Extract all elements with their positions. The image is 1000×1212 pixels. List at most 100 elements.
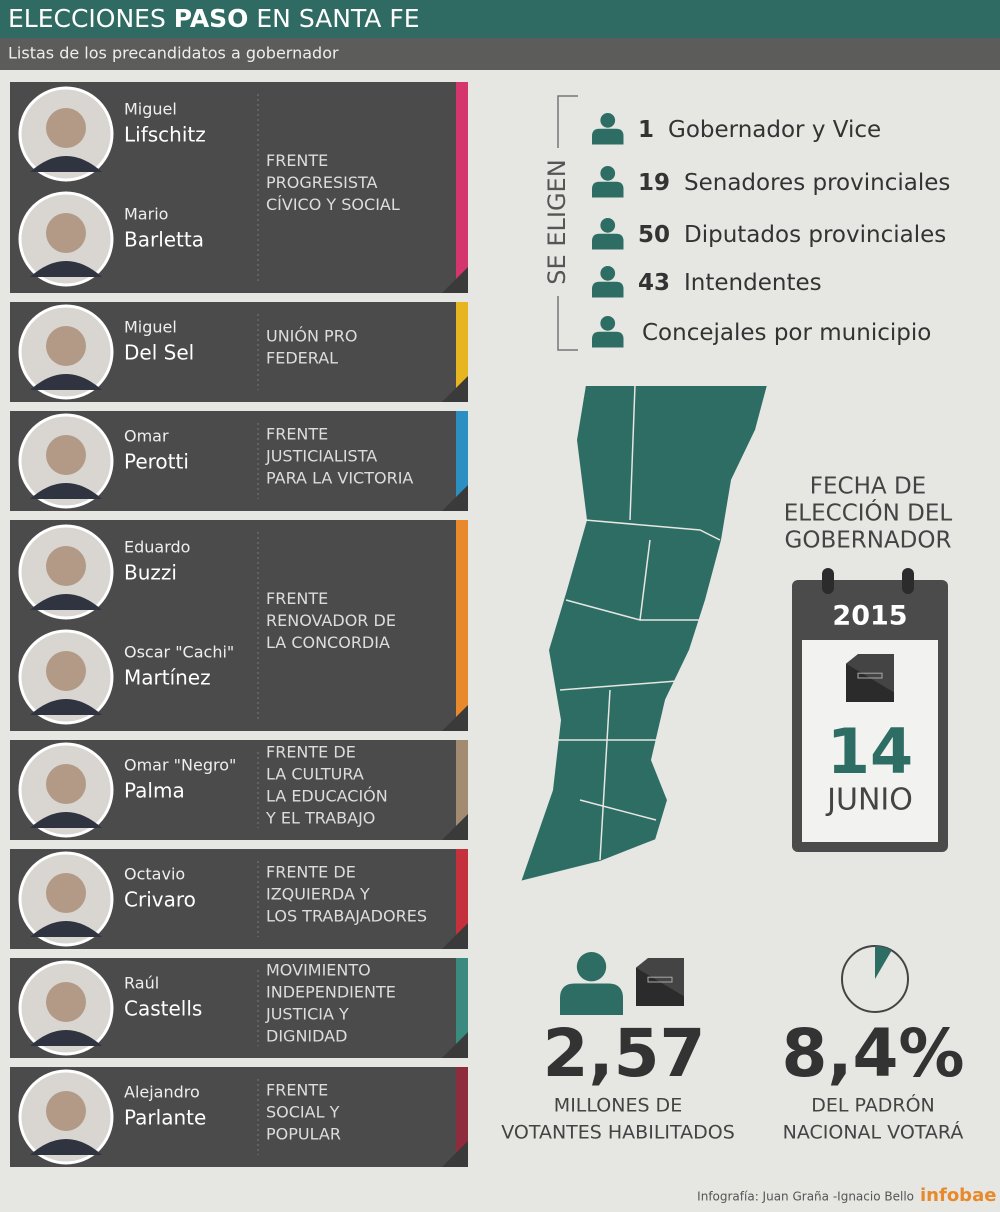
card-strip — [456, 1067, 468, 1167]
person-icon — [600, 113, 616, 128]
card-fold — [442, 267, 468, 293]
front-name: LOS TRABAJADORES — [266, 907, 427, 926]
share-caption: NACIONAL VOTARÁ — [783, 1121, 964, 1144]
front-name: FRENTE — [266, 589, 328, 608]
photo-head — [46, 435, 86, 475]
candidate-last-name: Barletta — [124, 228, 204, 252]
elect-item: 19 Senadores provinciales — [638, 170, 950, 196]
front-name: CÍVICO Y SOCIAL — [266, 195, 400, 214]
photo-body — [30, 1030, 102, 1046]
card-strip — [456, 302, 468, 402]
share-value: 8,4% — [781, 1015, 964, 1092]
card-fold — [442, 1141, 468, 1167]
photo-head — [46, 764, 86, 804]
elect-count: 19 — [638, 170, 670, 196]
card-strip — [456, 958, 468, 1058]
candidate-first-name: Miguel — [124, 318, 177, 337]
candidate-last-name: Parlante — [124, 1106, 206, 1130]
elect-label: Diputados provinciales — [684, 222, 946, 248]
candidate-last-name: Palma — [124, 779, 185, 803]
front-name: INDEPENDIENTE — [266, 983, 396, 1002]
title-part: EN SANTA FE — [248, 4, 419, 33]
front-name: JUSTICIALISTA — [265, 447, 377, 466]
header-bar — [0, 0, 1000, 38]
ballot-slot — [857, 672, 883, 679]
front-name: LA CULTURA — [266, 765, 364, 784]
subtitle-bar — [0, 38, 1000, 70]
date-heading: FECHA DE — [810, 474, 926, 500]
date-month: JUNIO — [825, 783, 913, 818]
elect-label: Senadores provinciales — [684, 170, 950, 196]
person-icon — [592, 281, 624, 298]
person-icon — [592, 128, 624, 145]
elect-item: 50 Diputados provinciales — [638, 222, 946, 248]
candidate-last-name: Perotti — [124, 450, 189, 474]
person-icon — [560, 983, 623, 1015]
front-name: FRENTE DE — [266, 743, 356, 762]
photo-body — [30, 483, 102, 499]
photo-body — [30, 921, 102, 937]
candidate-first-name: Alejandro — [124, 1083, 200, 1102]
photo-head — [46, 873, 86, 913]
photo-head — [46, 546, 86, 586]
elect-item: 43 Intendentes — [638, 270, 822, 296]
card-fold — [442, 923, 468, 949]
front-name: FRENTE — [266, 425, 328, 444]
date-heading: ELECCIÓN DEL — [784, 499, 953, 527]
candidate-first-name: Raúl — [124, 974, 159, 993]
elect-count: 50 — [638, 222, 670, 248]
date-heading: GOBERNADOR — [785, 528, 952, 554]
front-name: JUSTICIA Y — [265, 1005, 349, 1024]
card-fold — [442, 485, 468, 511]
card-fold — [442, 1032, 468, 1058]
title-part: ELECCIONES — [8, 4, 174, 33]
card-strip — [456, 411, 468, 511]
front-name: LA EDUCACIÓN — [266, 787, 388, 806]
front-name: FRENTE — [266, 1081, 328, 1100]
photo-body — [30, 156, 102, 172]
calendar-ring — [822, 568, 834, 594]
photo-head — [46, 326, 86, 366]
candidate-first-name: Eduardo — [124, 538, 190, 557]
front-name: IZQUIERDA Y — [266, 885, 370, 904]
photo-body — [30, 594, 102, 610]
elect-count: 43 — [638, 270, 670, 296]
candidate-last-name: Castells — [124, 997, 202, 1021]
elect-item: Concejales por municipio — [642, 320, 931, 346]
person-icon — [600, 316, 616, 331]
photo-head — [46, 982, 86, 1022]
candidate-last-name: Lifschitz — [124, 123, 206, 147]
bracket-gap — [548, 148, 568, 296]
elect-label: Gobernador y Vice — [668, 117, 881, 143]
voters-caption: MILLONES DE — [554, 1095, 682, 1117]
photo-body — [30, 1139, 102, 1155]
front-name: SOCIAL Y — [266, 1103, 340, 1122]
photo-head — [46, 1091, 86, 1131]
photo-head — [46, 213, 86, 253]
subtitle: Listas de los precandidatos a gobernador — [8, 44, 339, 63]
candidate-last-name: Crivaro — [124, 888, 196, 912]
front-name: POPULAR — [266, 1125, 341, 1144]
photo-head — [46, 651, 86, 691]
card-strip — [456, 740, 468, 840]
voters-caption: VOTANTES HABILITADOS — [501, 1122, 735, 1144]
front-name: UNIÓN PRO — [266, 327, 357, 346]
calendar-ring — [902, 568, 914, 594]
person-icon — [576, 952, 607, 982]
photo-body — [30, 812, 102, 828]
front-name: MOVIMIENTO — [266, 961, 371, 980]
footer-brand: infobae — [920, 1185, 996, 1206]
candidate-last-name: Martínez — [124, 666, 211, 690]
candidate-last-name: Buzzi — [124, 561, 177, 585]
candidate-first-name: Octavio — [124, 865, 185, 884]
elect-label: Concejales por municipio — [642, 320, 931, 346]
date-year: 2015 — [832, 601, 907, 632]
candidate-last-name: Del Sel — [124, 341, 194, 365]
person-icon — [600, 218, 616, 233]
elect-item: 1 Gobernador y Vice — [638, 117, 881, 143]
elect-label: Intendentes — [684, 270, 822, 296]
title-part: PASO — [174, 4, 249, 33]
photo-body — [30, 261, 102, 277]
candidate-first-name: Mario — [124, 205, 168, 224]
